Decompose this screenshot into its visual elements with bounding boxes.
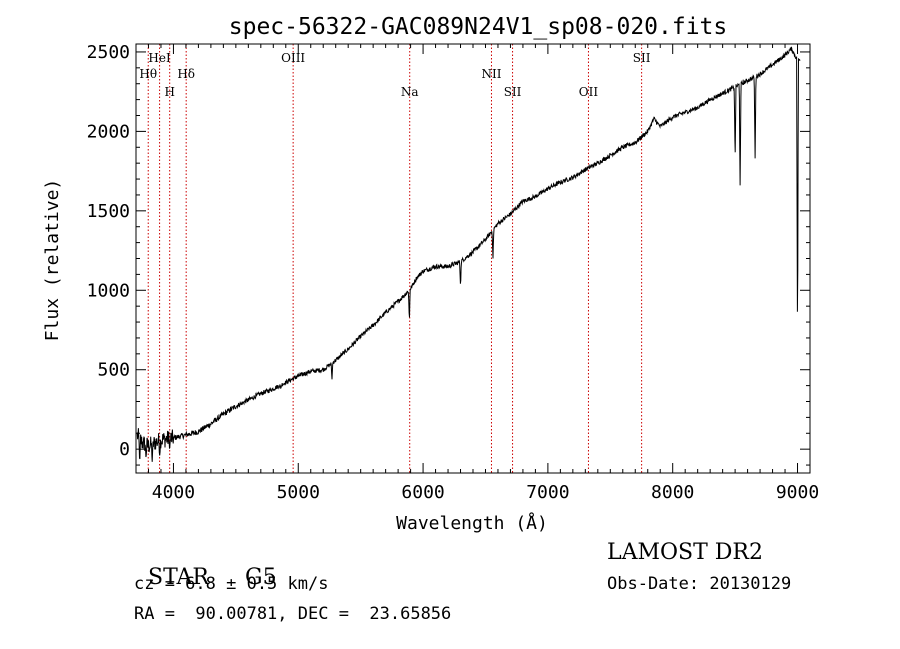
x-tick-label: 6000 — [401, 482, 444, 503]
object-type: STAR G5 — [134, 540, 277, 590]
plot-frame — [135, 43, 811, 474]
x-axis-label: Wavelength (Å) — [396, 512, 548, 534]
line-label: H — [164, 85, 174, 99]
subclass-text: G5 — [245, 565, 277, 590]
x-tick-label: 5000 — [277, 482, 320, 503]
y-tick-label: 1000 — [87, 280, 130, 301]
line-label: Hθ — [139, 67, 157, 81]
spectrum-series — [136, 46, 801, 462]
x-tick-label: 8000 — [651, 482, 694, 503]
redshift-text: cz = 6.8 ± 0.5 km/s — [134, 574, 329, 594]
survey-text: LAMOST DR2 — [607, 540, 763, 565]
y-tick-label: 1500 — [87, 201, 130, 222]
y-tick-label: 2000 — [87, 121, 130, 142]
object-type-text: STAR — [148, 565, 209, 590]
line-label: HeI — [148, 51, 171, 65]
line-label: Hδ — [177, 67, 195, 81]
axes: 4000 5000 6000 7000 8000 9000 0 500 1000 1500 2000… — [87, 42, 820, 503]
line-label: OII — [579, 85, 599, 99]
y-tick-label: 2500 — [87, 42, 130, 63]
obs-date-text: Obs-Date: 20130129 — [607, 574, 792, 594]
chart-title: spec-56322-GAC089N24V1_sp08-020.fits — [229, 14, 728, 40]
line-label: SII — [633, 51, 651, 65]
line-label: OIII — [281, 51, 305, 65]
line-label: Na — [401, 85, 419, 99]
y-tick-label: 0 — [119, 439, 130, 460]
line-label: SII — [504, 85, 522, 99]
x-tick-label: 7000 — [526, 482, 569, 503]
line-label: NII — [481, 67, 501, 81]
y-tick-label: 500 — [97, 360, 130, 381]
x-tick-label: 4000 — [152, 482, 195, 503]
coords-text: RA = 90.00781, DEC = 23.65856 — [134, 604, 452, 624]
y-axis-label: Flux (relative) — [42, 179, 63, 342]
spectrum-line — [136, 46, 801, 462]
x-tick-label: 9000 — [776, 482, 819, 503]
